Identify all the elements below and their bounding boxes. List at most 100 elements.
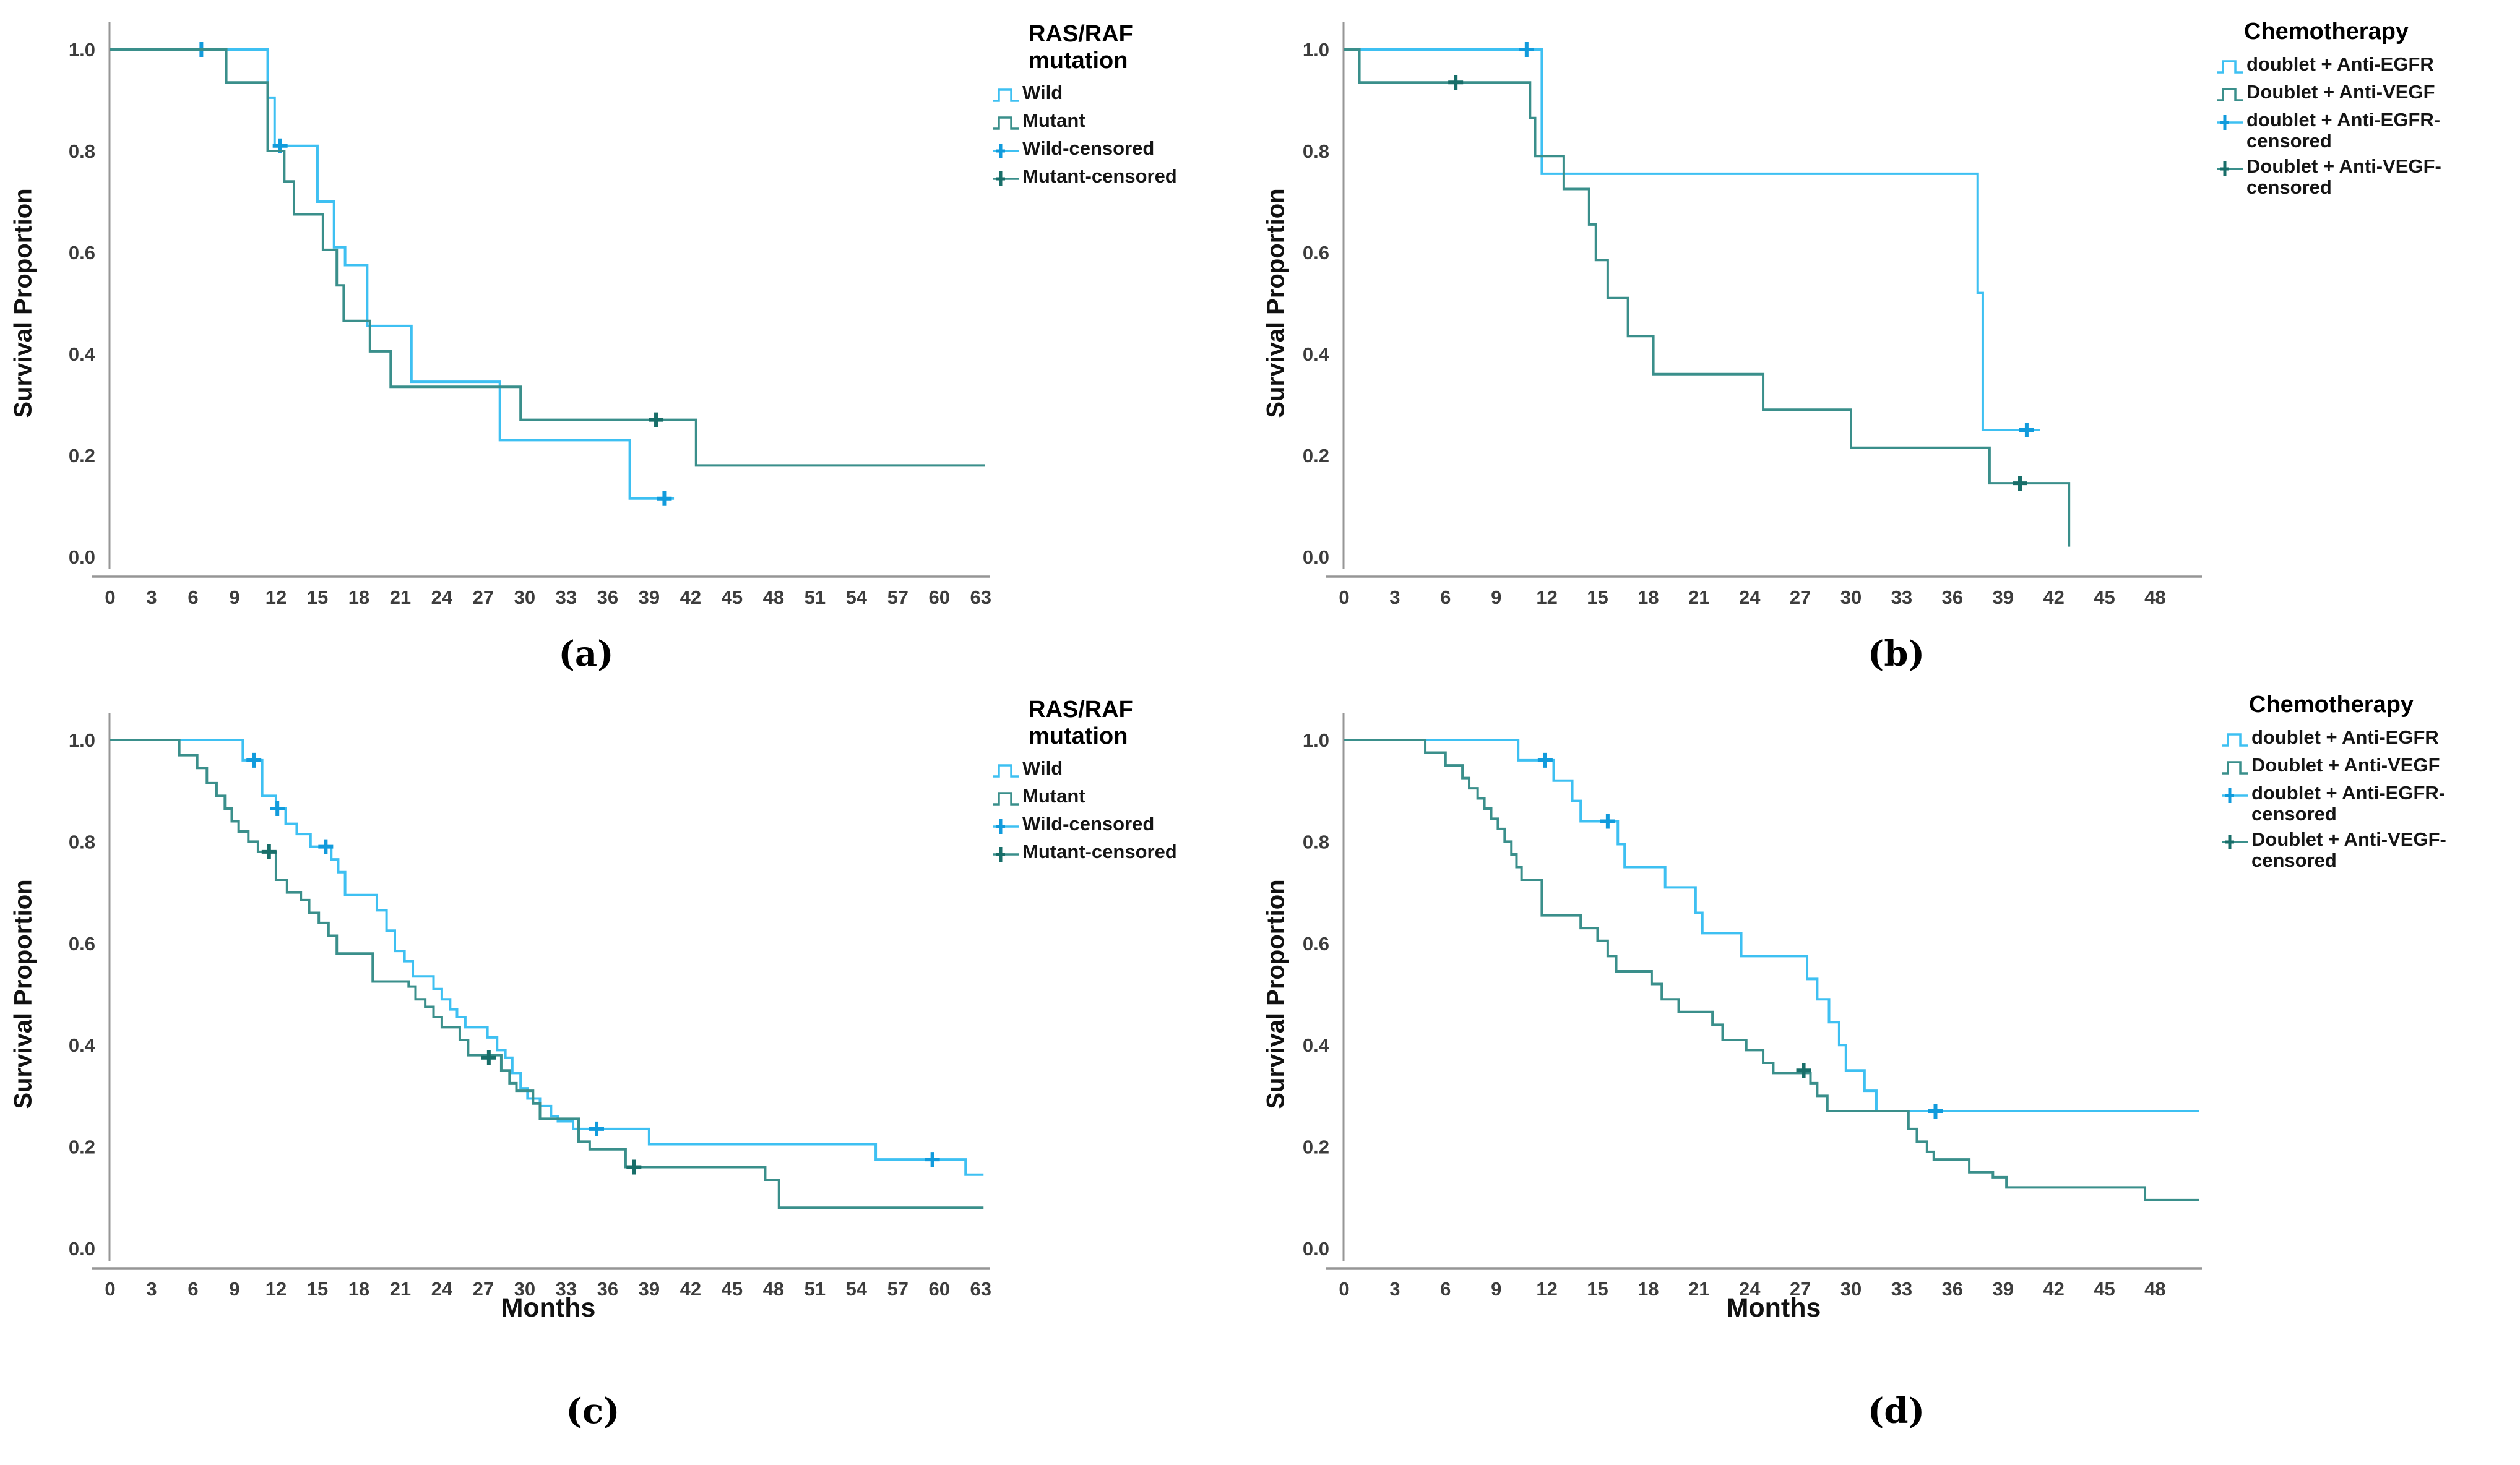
panel-b-caption: (b) bbox=[1867, 634, 1925, 674]
y-tick-label: 0.6 bbox=[69, 933, 95, 955]
censor-marker bbox=[1600, 814, 1615, 829]
step-line-icon bbox=[993, 764, 1019, 778]
x-tick-label: 33 bbox=[556, 586, 577, 608]
x-tick-label: 24 bbox=[1739, 586, 1761, 608]
legend-panel-b: Chemotherapy doublet + Anti-EGFR Doublet… bbox=[2216, 19, 2513, 202]
survival-curve-doublet-anti-vegf bbox=[1344, 739, 2199, 1201]
x-tick-label: 18 bbox=[1638, 586, 1659, 608]
x-tick-label: 33 bbox=[1891, 586, 1912, 608]
x-tick-label: 24 bbox=[1739, 1278, 1761, 1300]
legend-title: Chemotherapy bbox=[2249, 692, 2414, 718]
legend-entry: Mutant bbox=[991, 110, 1264, 134]
step-line-icon bbox=[2217, 59, 2243, 74]
y-tick-label: 0.4 bbox=[1303, 1034, 1330, 1056]
x-tick-label: 6 bbox=[188, 586, 198, 608]
x-tick-label: 45 bbox=[722, 586, 743, 608]
x-axis-title-d: Months bbox=[1726, 1293, 1821, 1323]
x-tick-label: 12 bbox=[1536, 586, 1557, 608]
censor-marker bbox=[1796, 1063, 1811, 1078]
x-tick-label: 15 bbox=[307, 586, 328, 608]
x-tick-label: 15 bbox=[307, 1278, 328, 1300]
x-tick-label: 51 bbox=[805, 1278, 826, 1300]
panel-b-plot: 0 3 6 9 12 15 18 21 24 27 30 33 36 39 42 45 481.00.80.60… bbox=[1303, 22, 2202, 608]
x-tick-label: 12 bbox=[265, 1278, 287, 1300]
x-tick-label: 63 bbox=[970, 1278, 991, 1300]
x-tick-label: 24 bbox=[431, 1278, 453, 1300]
y-axis-title-a: Survival Proportion bbox=[9, 188, 37, 418]
censor-marker bbox=[261, 844, 277, 859]
x-tick-label: 0 bbox=[105, 1278, 115, 1300]
y-tick-label: 0.8 bbox=[1303, 831, 1329, 853]
x-tick-label: 39 bbox=[1992, 586, 2013, 608]
x-tick-label: 3 bbox=[1389, 1278, 1400, 1300]
legend-entry: Wild bbox=[991, 757, 1264, 781]
x-tick-label: 3 bbox=[146, 586, 157, 608]
y-tick-label: 0.4 bbox=[69, 1034, 96, 1056]
y-axis-title-d: Survival Proportion bbox=[1262, 879, 1290, 1109]
survival-curve-doublet-anti-egfr bbox=[1344, 739, 2199, 1113]
x-tick-label: 6 bbox=[1440, 586, 1451, 608]
x-tick-label: 9 bbox=[229, 1278, 239, 1300]
step-line-icon bbox=[993, 792, 1019, 806]
legend-entry: doublet + Anti-EGFR bbox=[2220, 726, 2518, 750]
x-tick-label: 12 bbox=[265, 586, 287, 608]
x-tick-label: 18 bbox=[348, 1278, 369, 1300]
y-tick-label: 1.0 bbox=[69, 39, 95, 61]
y-tick-label: 0.2 bbox=[1303, 1136, 1329, 1158]
x-tick-label: 9 bbox=[1491, 1278, 1501, 1300]
legend-entry: Doublet + Anti-VEGF-censored bbox=[2216, 155, 2513, 198]
censor-marker bbox=[318, 839, 334, 854]
x-tick-label: 18 bbox=[348, 586, 369, 608]
x-tick-label: 36 bbox=[597, 1278, 618, 1300]
x-tick-label: 12 bbox=[1536, 1278, 1557, 1300]
censor-marker bbox=[270, 801, 285, 816]
x-tick-label: 42 bbox=[680, 1278, 701, 1300]
censor-plus-icon bbox=[2217, 161, 2243, 176]
x-tick-label: 60 bbox=[929, 586, 950, 608]
y-tick-label: 0.8 bbox=[69, 140, 95, 162]
y-axis-title-b: Survival Proportion bbox=[1262, 188, 1290, 418]
x-tick-label: 45 bbox=[722, 1278, 743, 1300]
legend-entry: Mutant-censored bbox=[991, 165, 1264, 189]
survival-curve-doublet-anti-egfr bbox=[1344, 48, 2040, 431]
survival-curve-wild bbox=[110, 48, 675, 500]
x-tick-label: 30 bbox=[1840, 1278, 1862, 1300]
censor-plus-icon bbox=[993, 819, 1019, 835]
survival-curve-wild bbox=[110, 739, 984, 1176]
y-tick-label: 0.2 bbox=[69, 445, 95, 466]
step-line-icon bbox=[993, 116, 1019, 130]
x-tick-label: 30 bbox=[514, 586, 535, 608]
y-tick-label: 1.0 bbox=[1303, 39, 1329, 61]
x-tick-label: 39 bbox=[1992, 1278, 2013, 1300]
censor-plus-icon bbox=[993, 847, 1019, 862]
legend-entry: Wild-censored bbox=[991, 813, 1264, 837]
x-tick-label: 27 bbox=[1790, 586, 1811, 608]
x-tick-label: 9 bbox=[229, 586, 239, 608]
x-axis-title-c: Months bbox=[501, 1293, 596, 1323]
panel-d-caption: (d) bbox=[1867, 1391, 1925, 1432]
x-tick-label: 33 bbox=[1891, 1278, 1912, 1300]
x-tick-label: 3 bbox=[1389, 586, 1400, 608]
x-tick-label: 36 bbox=[1942, 1278, 1963, 1300]
legend-entry: Wild bbox=[991, 82, 1264, 106]
censor-plus-icon bbox=[2222, 834, 2248, 849]
y-tick-label: 0.4 bbox=[1303, 343, 1330, 365]
survival-curve-mutant bbox=[110, 739, 984, 1209]
x-tick-label: 48 bbox=[2144, 586, 2165, 608]
censor-plus-icon bbox=[993, 144, 1019, 159]
step-line-icon bbox=[2222, 760, 2248, 775]
y-tick-label: 0.0 bbox=[69, 1238, 95, 1260]
y-tick-label: 0.8 bbox=[1303, 140, 1329, 162]
x-tick-label: 6 bbox=[1440, 1278, 1451, 1300]
legend-title: Chemotherapy bbox=[2244, 19, 2409, 45]
x-tick-label: 36 bbox=[1942, 586, 1963, 608]
censor-marker bbox=[925, 1152, 940, 1167]
y-axis-title-c: Survival Proportion bbox=[9, 879, 37, 1109]
legend-title: RAS/RAF mutation bbox=[1029, 697, 1133, 749]
x-tick-label: 21 bbox=[390, 1278, 411, 1300]
y-tick-label: 0.8 bbox=[69, 831, 95, 853]
legend-entry: doublet + Anti-EGFR bbox=[2216, 53, 2513, 77]
x-tick-label: 21 bbox=[1688, 586, 1709, 608]
